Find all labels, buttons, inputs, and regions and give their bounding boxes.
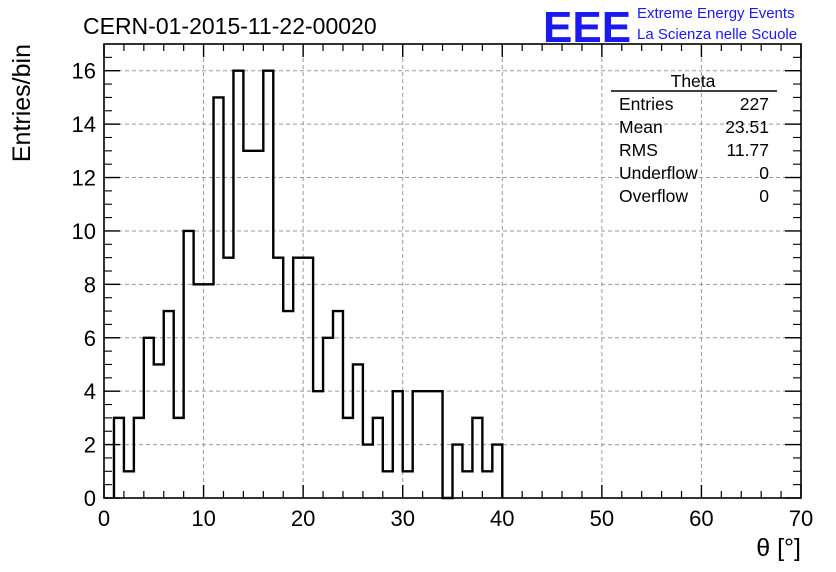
x-tick-label: 20	[291, 506, 315, 531]
stats-value: 0	[759, 186, 769, 206]
y-tick-label: 6	[84, 326, 96, 351]
y-tick-label: 12	[72, 166, 96, 191]
y-tick-labels: 0 2 4 6 8 10 12 14 16	[72, 59, 96, 511]
y-axis-title: Entries/bin	[8, 44, 36, 162]
stats-title: Theta	[671, 71, 716, 91]
x-tick-labels: 0 10 20 30 40 50 60 70	[98, 506, 813, 531]
y-tick-label: 16	[72, 59, 96, 84]
y-tick-label: 14	[72, 112, 96, 137]
stats-value: 11.77	[727, 140, 770, 160]
histogram-line	[112, 69, 504, 500]
stats-value: 23.51	[725, 117, 769, 137]
x-axis-title: θ [°]	[756, 534, 801, 562]
y-tick-label: 8	[84, 272, 96, 297]
x-tick-label: 60	[689, 506, 713, 531]
stats-label: Mean	[619, 117, 663, 137]
y-tick-label: 2	[84, 433, 96, 458]
eee-logo: EEE Extreme Energy Events La Scienza nel…	[543, 3, 797, 52]
logo-line-2: La Scienza nelle Scuole	[637, 26, 797, 43]
y-tick-label: 10	[72, 219, 96, 244]
stats-label: RMS	[619, 140, 658, 160]
x-tick-label: 0	[98, 506, 110, 531]
stats-box: Theta Entries 227 Mean 23.51 RMS 11.77 Underfl…	[611, 71, 777, 206]
x-tick-label: 70	[789, 506, 813, 531]
x-tick-label: 30	[390, 506, 414, 531]
axis-ticks	[103, 44, 802, 499]
x-tick-label: 10	[191, 506, 215, 531]
stats-rows: Entries 227 Mean 23.51 RMS 11.77 Underflow 0 Ove…	[619, 94, 769, 206]
stats-label: Entries	[619, 94, 674, 114]
x-tick-label: 50	[590, 506, 614, 531]
chart-title: CERN-01-2015-11-22-00020	[83, 13, 377, 39]
stats-label: Underflow	[619, 163, 698, 183]
plot-frame	[103, 43, 802, 499]
logo-line-1: Extreme Energy Events	[637, 5, 795, 22]
y-tick-label: 0	[84, 486, 96, 511]
stats-value: 0	[759, 163, 769, 183]
y-tick-label: 4	[84, 379, 96, 404]
stats-value: 227	[740, 94, 769, 114]
x-tick-label: 40	[490, 506, 514, 531]
stats-label: Overflow	[619, 186, 688, 206]
